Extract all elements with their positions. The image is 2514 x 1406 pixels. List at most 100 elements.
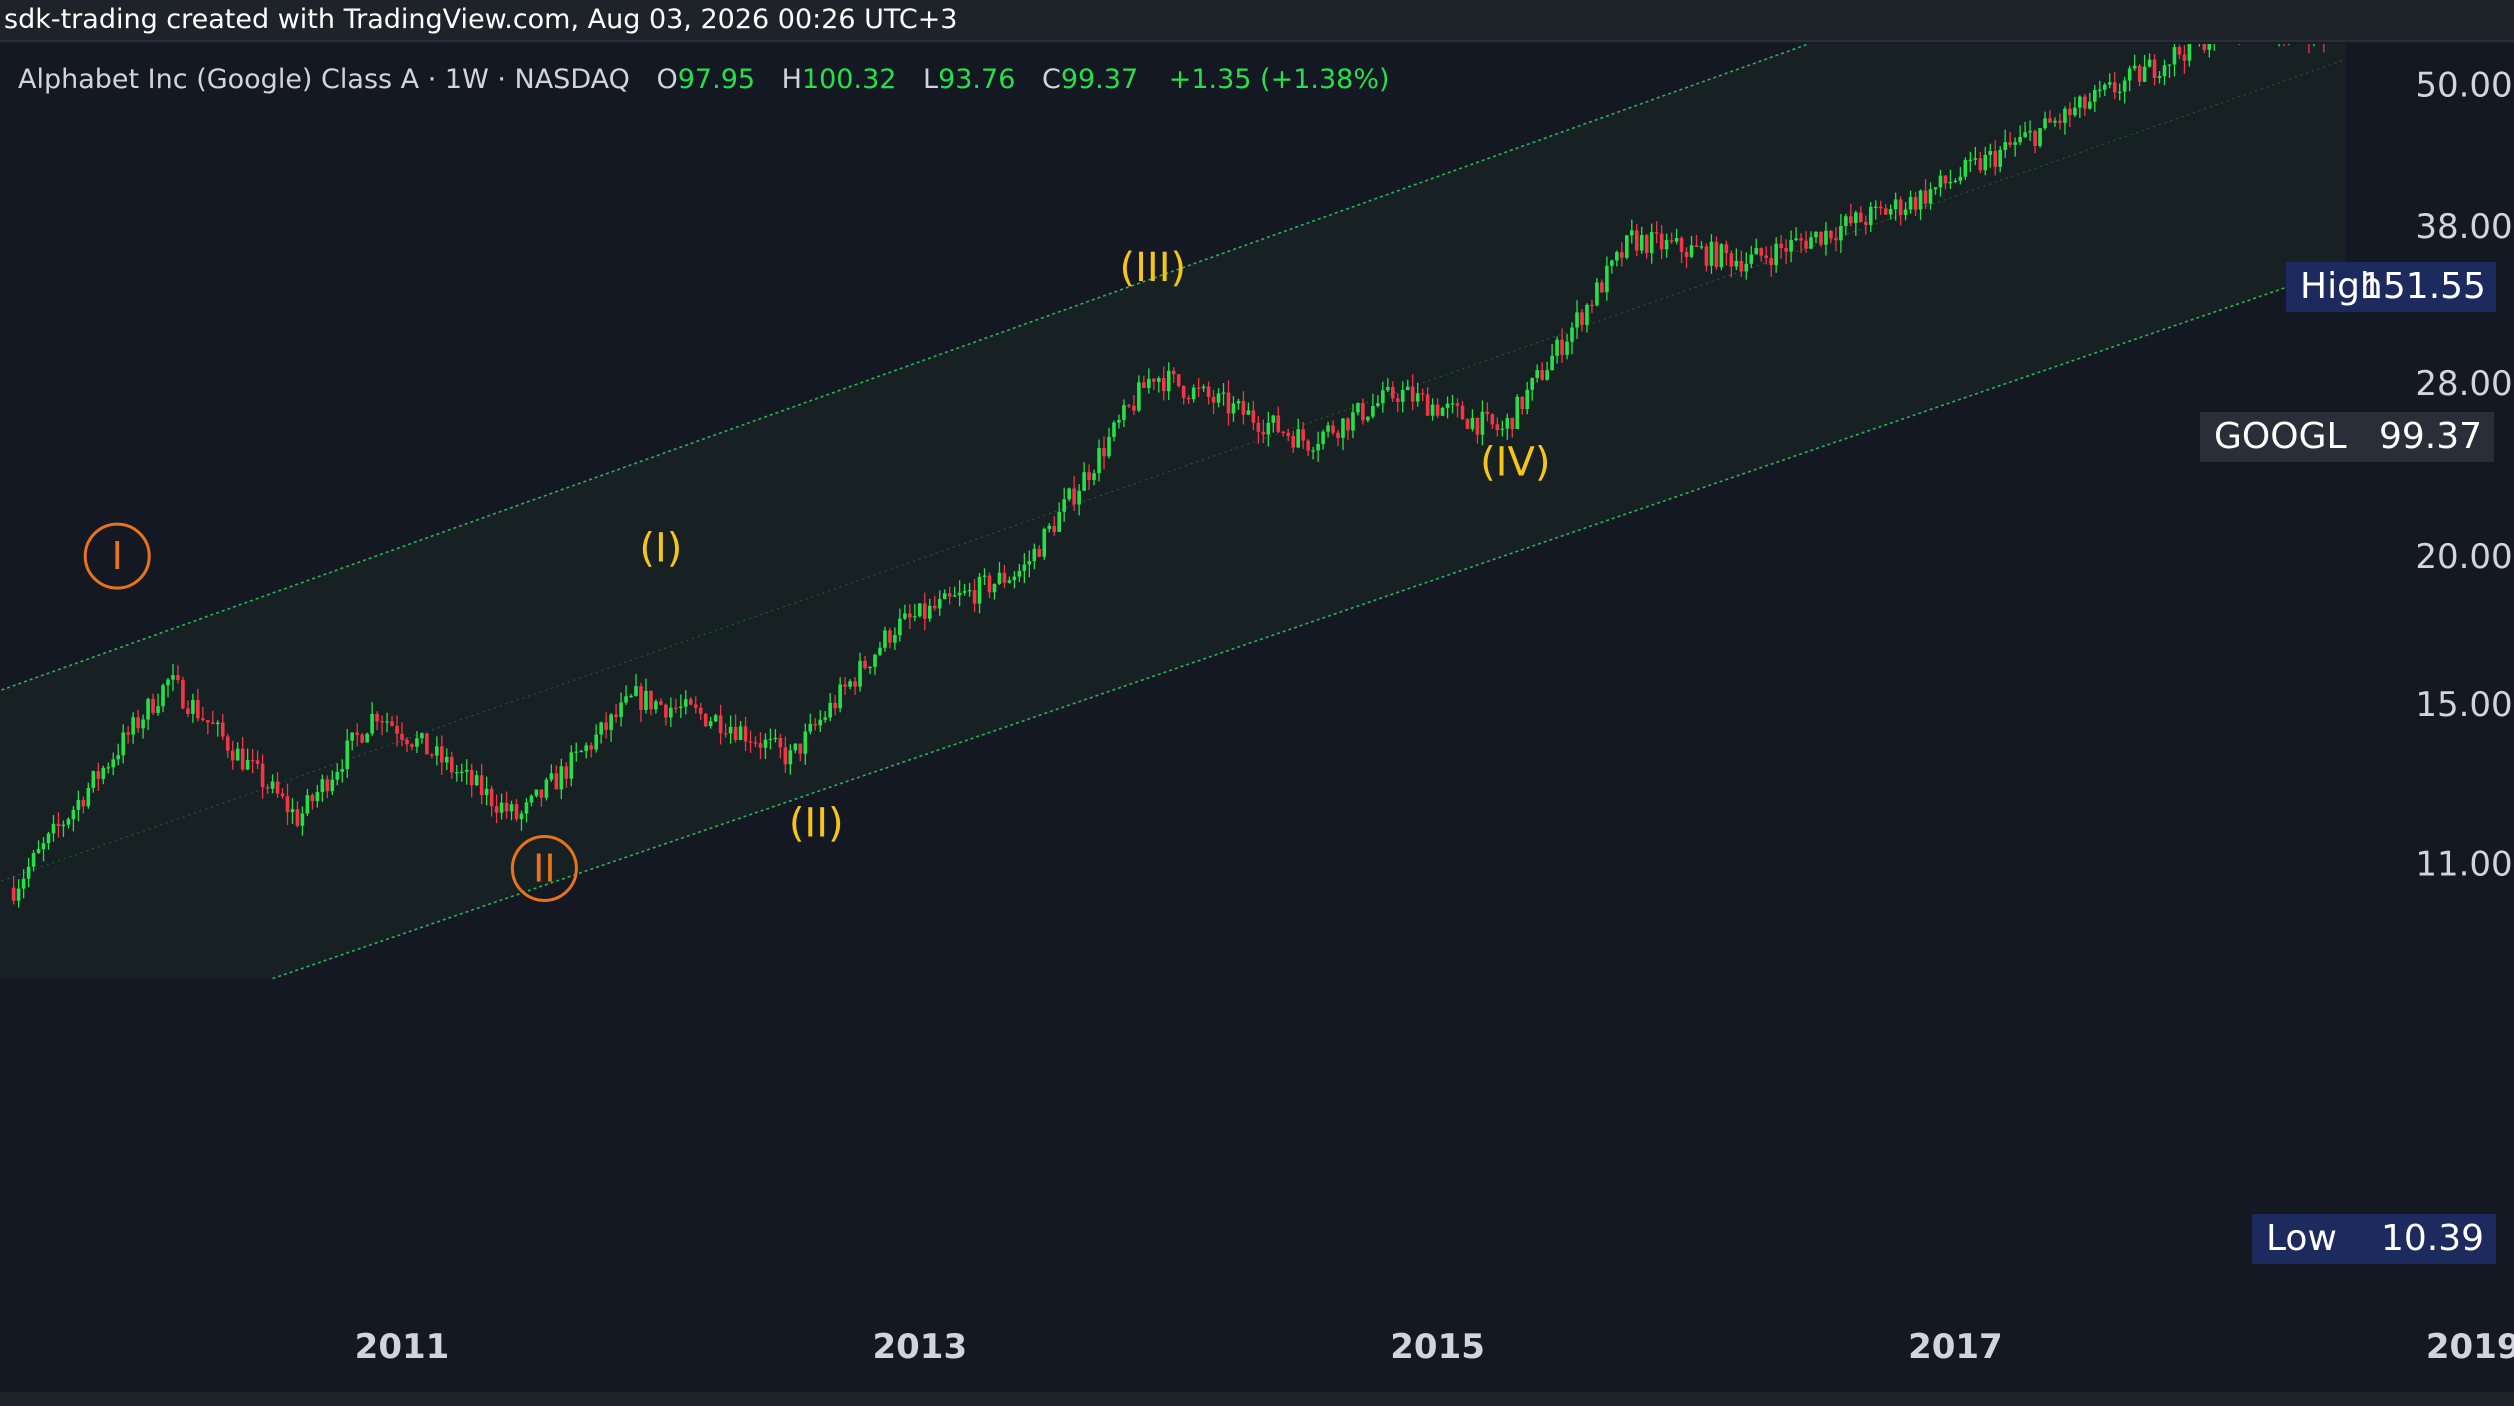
candle [639,682,643,723]
candle-body [390,721,394,726]
candle [1794,227,1798,242]
candle-body [2392,54,2396,64]
candle-body [1699,246,1704,248]
candle-body [1859,212,1863,223]
candle-body [360,734,364,743]
high-key: H [781,64,802,95]
candle-body [2048,118,2052,123]
candle-body [878,647,882,655]
candle-body [2407,52,2411,70]
candle-body [285,796,290,813]
candle-body [121,732,125,756]
wave-label: (III) [1120,245,1187,291]
candle-body [1181,385,1186,398]
candle [211,710,215,725]
candle [1654,221,1659,244]
candle [609,713,613,742]
candle [2157,71,2162,84]
candle [2193,29,2197,44]
candle-body [1306,440,1310,451]
candle [878,641,882,657]
candle-body [385,721,389,723]
candle-body [813,723,818,726]
candle [2501,28,2505,60]
candle-body [688,699,693,705]
candle-body [111,759,116,768]
candle-body [1122,405,1126,420]
candle-body [1973,158,1978,160]
candle-body [698,707,703,714]
candle-body [350,732,355,741]
candle [883,626,887,652]
candle-body [534,789,539,796]
candle [1629,219,1634,244]
candle-body [1515,396,1520,430]
candle-body [1590,304,1594,307]
candle-body [220,722,225,737]
candle-body [1913,197,1918,210]
candle [295,800,300,828]
candle [310,793,315,810]
candle-body [738,726,743,740]
candle [1386,378,1390,393]
candle-body [1883,208,1888,215]
candle-body [1480,411,1485,435]
candle-body [255,760,260,764]
candle-body [504,802,509,812]
candle [126,726,130,744]
candle-body [1580,312,1584,325]
candle-body [1669,240,1674,242]
candle-body [2232,13,2236,33]
candle-body [1749,254,1754,264]
candle [1804,231,1808,253]
candle-body [1505,417,1510,429]
candle-body [918,603,922,617]
candle-body [325,779,330,792]
candle-body [733,726,738,740]
candle-body [265,787,270,789]
candle-body [927,605,932,619]
candle [659,698,663,706]
candle-body [753,742,758,744]
candle-body [1744,263,1749,272]
candle-body [1455,403,1460,406]
candle [1132,395,1136,415]
candle-body [96,771,101,779]
candle-body [126,732,130,735]
candle [793,743,798,754]
candle [1754,238,1759,255]
candle [1674,228,1679,245]
high-tag-label: High [2300,266,2383,307]
candle [619,692,623,727]
y-tick-label: 15.00 [2415,685,2512,725]
candle-body [295,809,300,826]
candle-body [230,750,235,761]
candle-body [2137,65,2142,82]
candle-body [2372,51,2376,58]
candle [1799,233,1803,253]
candle [315,784,320,808]
candle-body [2367,36,2371,58]
candle [435,736,439,766]
candle [1694,235,1699,247]
candle-body [758,743,763,748]
candle [56,812,61,838]
candle-body [584,745,589,751]
candle-body [1854,212,1858,224]
candle-body [1754,248,1759,255]
candle [1117,414,1121,429]
candle [499,793,504,820]
candle-body [539,789,544,798]
candle [1605,256,1609,301]
candle [285,783,290,826]
candle [1430,398,1435,421]
candle [2217,13,2221,25]
candle-body [2097,89,2102,91]
candle [1883,204,1888,216]
candle [818,710,823,733]
candle [2137,64,2142,87]
candle-body [1450,403,1455,405]
candle [1147,368,1151,394]
candle [1127,403,1131,408]
